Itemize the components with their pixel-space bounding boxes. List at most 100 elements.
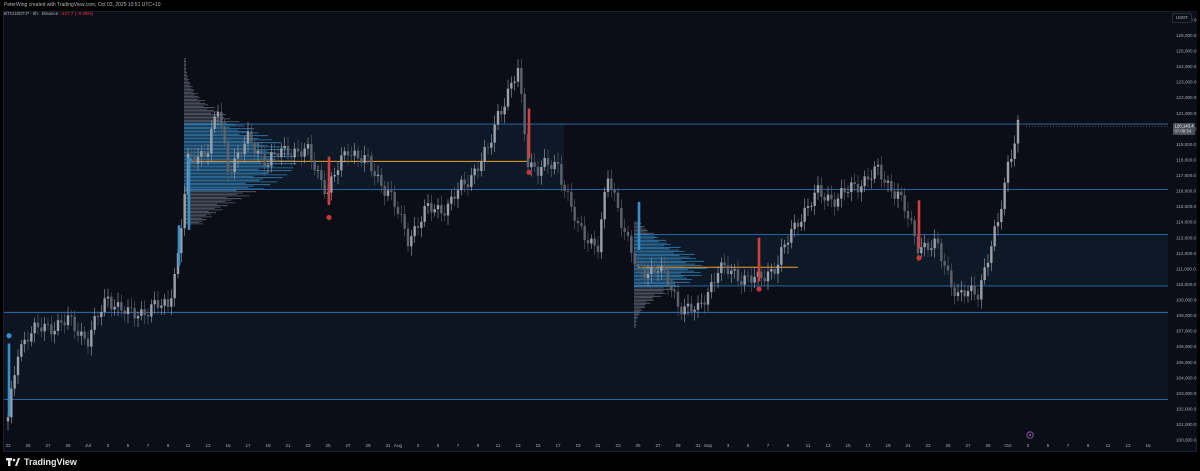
candle-body bbox=[943, 261, 946, 266]
time-tick-label: 15 bbox=[845, 443, 851, 448]
range-zone bbox=[4, 312, 1168, 400]
candle-body bbox=[330, 176, 333, 193]
candle-body bbox=[810, 205, 813, 207]
signal-marker[interactable] bbox=[326, 214, 332, 221]
candle-body bbox=[360, 158, 363, 163]
candle-body bbox=[720, 262, 723, 274]
candle-body bbox=[960, 290, 963, 293]
candle-body bbox=[436, 205, 440, 210]
highlighted-candle bbox=[527, 108, 531, 159]
signal-marker[interactable] bbox=[186, 157, 192, 163]
candle-body bbox=[1016, 119, 1020, 144]
time-tick-label: 17 bbox=[865, 443, 871, 448]
candle-body bbox=[953, 287, 956, 297]
candle-body bbox=[996, 222, 1000, 227]
price-axis[interactable] bbox=[1169, 12, 1197, 440]
candle-body bbox=[60, 320, 63, 323]
candle-body bbox=[130, 307, 133, 309]
current-price-label: 120,143.4 bbox=[1175, 123, 1195, 128]
candle-body bbox=[926, 242, 930, 250]
time-tick-label: 25 bbox=[635, 443, 641, 448]
time-tick-label: 29 bbox=[65, 443, 71, 448]
candle-body bbox=[270, 152, 273, 166]
candle-body bbox=[200, 150, 203, 157]
candle-body bbox=[656, 271, 660, 273]
price-chart[interactable]: 127,000.0126,000.0125,000.0124,000.0123,… bbox=[0, 0, 1200, 452]
highlighted-candle bbox=[757, 237, 761, 282]
candle-body bbox=[806, 206, 810, 208]
candle-body bbox=[753, 276, 756, 283]
candle-body bbox=[980, 280, 983, 300]
candle-body bbox=[263, 154, 266, 167]
candle-body bbox=[913, 220, 916, 237]
candle-body bbox=[96, 316, 100, 318]
price-tick-label: 111,000.0 bbox=[1176, 266, 1196, 271]
candle-body bbox=[113, 306, 116, 310]
candle-body bbox=[320, 170, 323, 181]
time-tick-label: 11 bbox=[186, 443, 191, 448]
signal-marker[interactable] bbox=[526, 169, 532, 175]
candle-body bbox=[446, 203, 450, 216]
candle-body bbox=[533, 162, 536, 167]
signal-marker[interactable] bbox=[756, 286, 762, 292]
candle-body bbox=[796, 222, 800, 227]
candle-body bbox=[613, 189, 616, 193]
candle-body bbox=[650, 266, 653, 275]
time-tick-label: 27 bbox=[345, 443, 351, 448]
footer-bar: TradingView bbox=[0, 452, 1200, 471]
candle-body bbox=[63, 322, 66, 326]
candle-body bbox=[950, 270, 953, 288]
signal-marker[interactable] bbox=[916, 255, 922, 261]
candle-body bbox=[530, 162, 533, 168]
candle-body bbox=[560, 163, 563, 185]
bar-countdown-label: 07:08:54 bbox=[1175, 129, 1192, 134]
candle-body bbox=[10, 388, 13, 418]
signal-marker[interactable] bbox=[6, 333, 12, 339]
candle-body bbox=[890, 180, 893, 192]
candle-body bbox=[490, 142, 493, 148]
candle-body bbox=[763, 278, 766, 282]
candle-body bbox=[280, 148, 283, 158]
candle-body bbox=[136, 315, 140, 319]
candle-body bbox=[843, 188, 846, 193]
time-tick-label: 29 bbox=[365, 443, 371, 448]
candle-body bbox=[623, 227, 626, 232]
candle-body bbox=[350, 155, 353, 157]
price-tick-label: 112,000.0 bbox=[1176, 251, 1197, 256]
time-tick-label: 11 bbox=[806, 443, 811, 448]
time-tick-label: 5 bbox=[127, 443, 130, 448]
candle-body bbox=[236, 152, 240, 159]
candle-body bbox=[383, 185, 386, 196]
candle-body bbox=[840, 188, 843, 199]
candle-body bbox=[683, 306, 686, 315]
candle-body bbox=[716, 273, 720, 283]
price-tick-label: 113,000.0 bbox=[1176, 235, 1197, 240]
candle-body bbox=[300, 151, 303, 157]
candle-body bbox=[896, 191, 900, 199]
candle-body bbox=[690, 303, 693, 312]
time-tick-label: 7 bbox=[147, 443, 150, 448]
time-tick-label: 3 bbox=[107, 443, 110, 448]
candle-body bbox=[353, 150, 356, 156]
event-icon[interactable] bbox=[1026, 431, 1034, 439]
candle-body bbox=[156, 300, 160, 308]
candle-body bbox=[220, 111, 223, 127]
candle-body bbox=[43, 323, 46, 332]
candle-body bbox=[973, 285, 976, 295]
symbol-legend[interactable]: BTCUSDT.P · 8h · Binance −127.7 (−0.28%) bbox=[4, 11, 93, 16]
candle-body bbox=[966, 291, 970, 297]
candle-body bbox=[336, 170, 340, 175]
candle-body bbox=[173, 273, 176, 299]
candle-body bbox=[740, 281, 743, 285]
currency-selector[interactable]: USDT bbox=[1172, 13, 1192, 23]
price-tick-label: 109,000.0 bbox=[1176, 298, 1197, 303]
candle-body bbox=[103, 298, 106, 313]
price-tick-label: 101,000.0 bbox=[1176, 422, 1197, 427]
candle-body bbox=[476, 168, 480, 172]
candle-body bbox=[750, 275, 753, 283]
candle-body bbox=[816, 185, 820, 193]
attribution-text: PeterWing created with TradingView.com, … bbox=[4, 2, 161, 8]
candle-body bbox=[253, 142, 256, 154]
candle-body bbox=[626, 231, 630, 236]
candle-body bbox=[180, 228, 183, 254]
